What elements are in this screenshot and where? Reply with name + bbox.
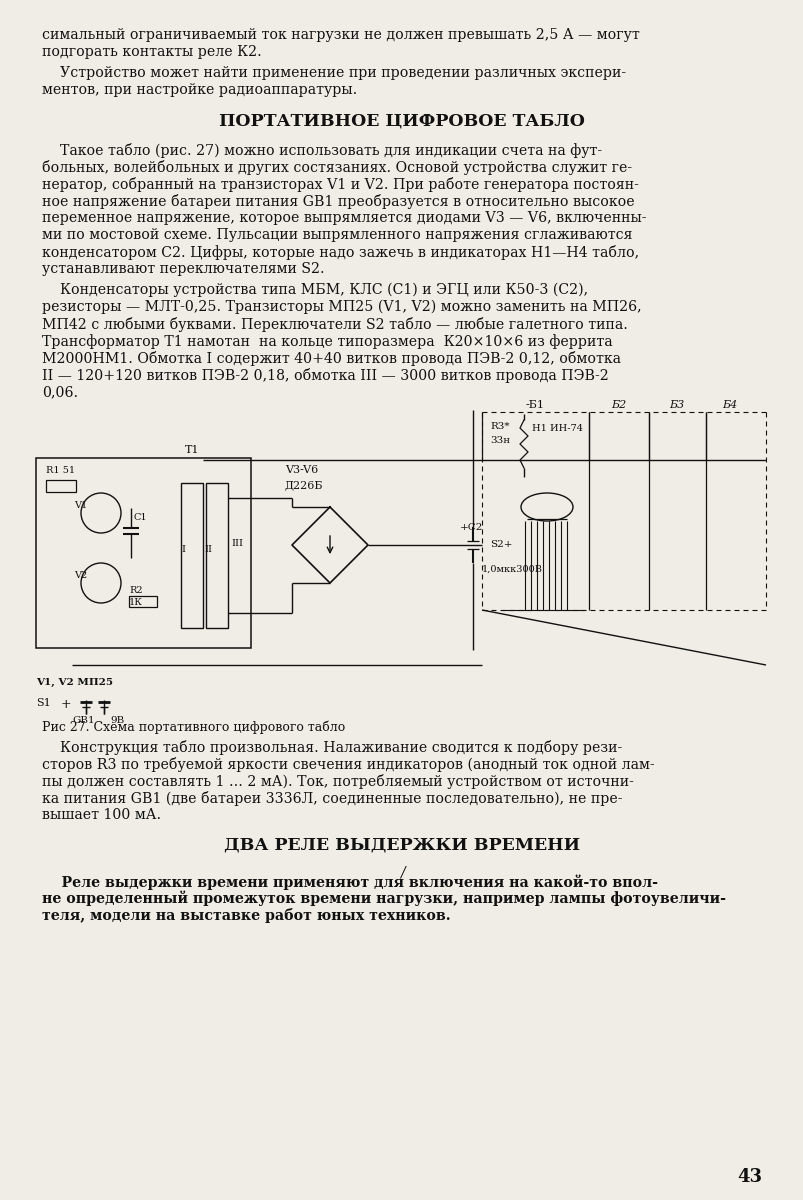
Text: R1 51: R1 51 — [46, 466, 75, 475]
Text: 0,06.: 0,06. — [42, 385, 78, 398]
Text: S2+: S2+ — [489, 540, 512, 550]
Text: II — 120+120 витков ПЭВ-2 0,18, обмотка III — 3000 витков провода ПЭВ-2: II — 120+120 витков ПЭВ-2 0,18, обмотка … — [42, 368, 608, 383]
Text: ментов, при настройке радиоаппаратуры.: ментов, при настройке радиоаппаратуры. — [42, 83, 357, 97]
Text: конденсатором С2. Цифры, которые надо зажечь в индикаторах Н1—Н4 табло,: конденсатором С2. Цифры, которые надо за… — [42, 245, 638, 260]
Text: +: + — [61, 698, 71, 710]
Text: R2: R2 — [128, 586, 142, 595]
Text: вышает 100 мА.: вышает 100 мА. — [42, 808, 161, 822]
Text: не определенный промежуток времени нагрузки, например лампы фотоувеличи-: не определенный промежуток времени нагру… — [42, 890, 725, 906]
Text: 43: 43 — [736, 1168, 761, 1186]
Text: ми по мостовой схеме. Пульсации выпрямленного напряжения сглаживаются: ми по мостовой схеме. Пульсации выпрямле… — [42, 228, 632, 242]
Text: ное напряжение батареи питания GB1 преобразуется в относительно высокое: ное напряжение батареи питания GB1 преоб… — [42, 194, 634, 209]
Text: V1: V1 — [74, 502, 88, 510]
Text: М2000НМ1. Обмотка I содержит 40+40 витков провода ПЭВ-2 0,12, обмотка: М2000НМ1. Обмотка I содержит 40+40 витко… — [42, 350, 620, 366]
Text: больных, волейбольных и других состязаниях. Основой устройства служит ге-: больных, волейбольных и других состязани… — [42, 160, 631, 175]
Text: теля, модели на выставке работ юных техников.: теля, модели на выставке работ юных техн… — [42, 908, 450, 923]
Text: Д226Б: Д226Б — [284, 480, 323, 490]
Text: подгорать контакты реле К2.: подгорать контакты реле К2. — [42, 44, 262, 59]
Text: нератор, собранный на транзисторах V1 и V2. При работе генератора постоян-: нератор, собранный на транзисторах V1 и … — [42, 176, 638, 192]
Text: Конструкция табло произвольная. Налаживание сводится к подбору рези-: Конструкция табло произвольная. Налажива… — [42, 740, 622, 755]
Text: резисторы — МЛТ-0,25. Транзисторы МП25 (V1, V2) можно заменить на МП26,: резисторы — МЛТ-0,25. Транзисторы МП25 (… — [42, 300, 641, 314]
Text: V2: V2 — [74, 571, 88, 580]
Text: Трансформатор Т1 намотан  на кольце типоразмера  К20×10×6 из феррита: Трансформатор Т1 намотан на кольце типор… — [42, 334, 612, 349]
Text: ка питания GB1 (две батареи 3336Л, соединенные последовательно), не пре-: ка питания GB1 (две батареи 3336Л, соеди… — [42, 791, 622, 806]
Text: симальный ограничиваемый ток нагрузки не должен превышать 2,5 А — могут: симальный ограничиваемый ток нагрузки не… — [42, 28, 639, 42]
Text: Устройство может найти применение при проведении различных экспери-: Устройство может найти применение при пр… — [42, 66, 626, 80]
Text: Б2: Б2 — [610, 400, 626, 410]
Bar — [128, 596, 157, 607]
Text: Реле выдержки времени применяют для включения на какой-то впол-: Реле выдержки времени применяют для вклю… — [42, 874, 657, 889]
Text: -Б1: -Б1 — [525, 400, 544, 410]
Text: III: III — [230, 539, 243, 547]
Bar — [206, 482, 228, 628]
Text: C1: C1 — [134, 514, 148, 522]
Text: пы должен составлять 1 ... 2 мА). Ток, потребляемый устройством от источни-: пы должен составлять 1 ... 2 мА). Ток, п… — [42, 774, 633, 790]
Text: Рис 27. Схема портативного цифрового табло: Рис 27. Схема портативного цифрового таб… — [42, 720, 344, 733]
Text: Б4: Б4 — [721, 400, 736, 410]
Text: Конденсаторы устройства типа МБМ, КЛС (С1) и ЭГЦ или К50-3 (С2),: Конденсаторы устройства типа МБМ, КЛС (С… — [42, 283, 587, 298]
Text: переменное напряжение, которое выпрямляется диодами V3 — V6, включенны-: переменное напряжение, которое выпрямляе… — [42, 211, 646, 226]
Text: V1, V2 МП25: V1, V2 МП25 — [36, 678, 113, 688]
Text: V3-V6: V3-V6 — [284, 464, 318, 475]
Text: МП42 с любыми буквами. Переключатели S2 табло — любые галетного типа.: МП42 с любыми буквами. Переключатели S2 … — [42, 317, 627, 332]
Text: II: II — [204, 546, 212, 554]
Text: 33н: 33н — [489, 436, 509, 445]
Text: сторов R3 по требуемой яркости свечения индикаторов (анодный ток одной лам-: сторов R3 по требуемой яркости свечения … — [42, 757, 654, 772]
Text: R3*: R3* — [489, 422, 509, 431]
Text: Т1: Т1 — [185, 445, 199, 455]
Text: /: / — [399, 866, 404, 880]
Text: GB1: GB1 — [72, 716, 95, 725]
Text: I: I — [181, 546, 185, 554]
Text: Такое табло (рис. 27) можно использовать для индикации счета на фут-: Такое табло (рис. 27) можно использовать… — [42, 143, 601, 158]
Text: Б3: Б3 — [669, 400, 684, 410]
Ellipse shape — [520, 493, 573, 521]
Text: 9В: 9В — [110, 716, 124, 725]
Bar — [36, 458, 251, 648]
Text: устанавливают переключателями S2.: устанавливают переключателями S2. — [42, 262, 324, 276]
Text: ПОРТАТИВНОЕ ЦИФРОВОЕ ТАБЛО: ПОРТАТИВНОЕ ЦИФРОВОЕ ТАБЛО — [218, 112, 585, 128]
Text: 1К: 1К — [128, 598, 143, 607]
Text: S1: S1 — [36, 698, 51, 708]
Text: Н1 ИН-74: Н1 ИН-74 — [532, 424, 582, 433]
Text: 1,0мкк300В: 1,0мкк300В — [482, 565, 542, 574]
Bar — [46, 480, 76, 492]
Text: +С2: +С2 — [459, 523, 483, 532]
Text: ДВА РЕЛЕ ВЫДЕРЖКИ ВРЕМЕНИ: ДВА РЕЛЕ ВЫДЕРЖКИ ВРЕМЕНИ — [224, 838, 579, 854]
Bar — [181, 482, 202, 628]
